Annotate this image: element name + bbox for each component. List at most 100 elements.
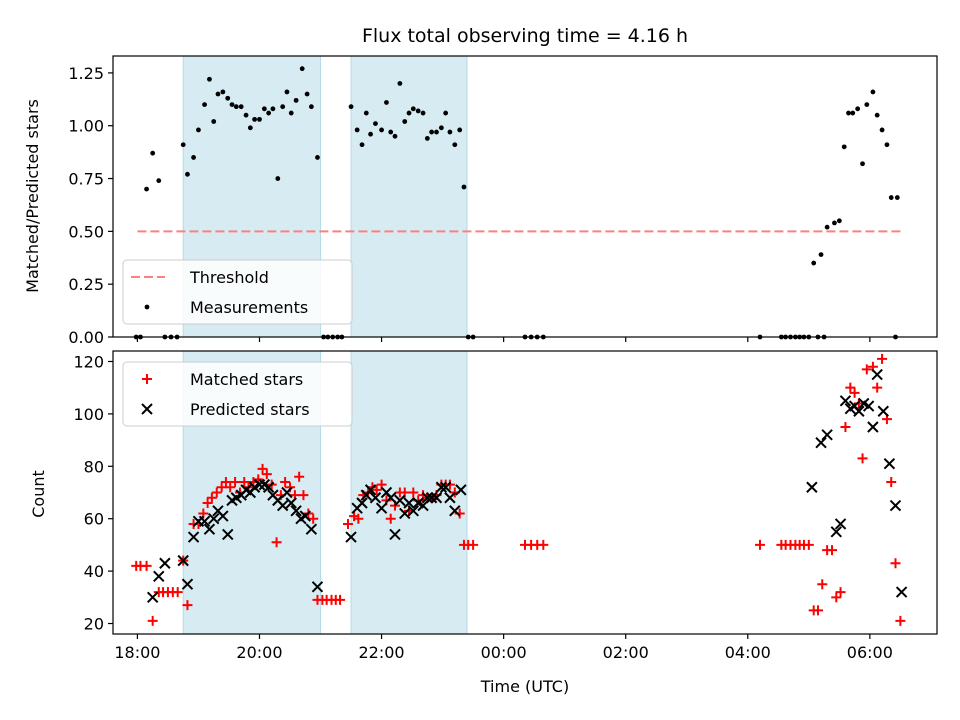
data-point-predicted bbox=[399, 507, 411, 520]
x-axis-label: Time (UTC) bbox=[480, 677, 569, 696]
data-point-predicted bbox=[444, 492, 456, 504]
data-point-measurement bbox=[850, 110, 856, 116]
data-point-matched bbox=[211, 487, 222, 498]
data-point-matched bbox=[147, 615, 158, 626]
data-point-measurement bbox=[836, 218, 842, 224]
data-point-measurement bbox=[410, 106, 416, 112]
data-point-measurement bbox=[215, 91, 221, 97]
data-point-measurement bbox=[874, 112, 880, 118]
data-point-measurement bbox=[359, 142, 365, 148]
data-point-measurement bbox=[243, 112, 249, 118]
data-point-predicted bbox=[217, 510, 229, 522]
data-point-predicted bbox=[425, 492, 438, 504]
data-point-measurement bbox=[818, 252, 824, 258]
data-point-matched bbox=[206, 492, 217, 503]
data-point-measurement bbox=[229, 102, 235, 107]
y-tick-label: 0.75 bbox=[68, 170, 104, 189]
data-point-measurement bbox=[879, 127, 885, 133]
data-point-measurement bbox=[406, 110, 412, 116]
data-point-measurement bbox=[180, 142, 186, 148]
data-point-predicted bbox=[877, 405, 889, 417]
data-point-predicted bbox=[834, 518, 847, 530]
legend-label: Predicted stars bbox=[190, 400, 310, 419]
data-point-measurement bbox=[402, 119, 408, 124]
data-point-measurement bbox=[832, 220, 837, 226]
data-point-measurement bbox=[185, 171, 190, 177]
y-tick-label: 0.50 bbox=[68, 222, 104, 241]
observing-window-span bbox=[350, 55, 468, 338]
data-point-measurement bbox=[824, 224, 830, 230]
data-point-matched bbox=[803, 539, 814, 550]
data-point-measurement bbox=[225, 95, 231, 101]
data-point-predicted bbox=[253, 478, 266, 491]
x-tick-label: 02:00 bbox=[603, 643, 649, 662]
data-point-predicted bbox=[222, 528, 234, 541]
data-point-predicted bbox=[299, 510, 311, 522]
data-point-measurement bbox=[461, 184, 467, 190]
data-point-measurement bbox=[270, 106, 276, 112]
data-point-measurement bbox=[443, 110, 449, 116]
data-point-measurement bbox=[870, 89, 876, 95]
data-point-predicted bbox=[389, 528, 401, 541]
panel-frame bbox=[112, 350, 938, 635]
data-point-predicted bbox=[449, 505, 461, 517]
data-point-matched bbox=[239, 477, 250, 488]
data-point-measurement bbox=[888, 195, 894, 200]
data-point-matched bbox=[141, 560, 152, 571]
legend-label: Matched stars bbox=[190, 370, 303, 389]
data-point-measurement bbox=[424, 135, 430, 141]
y-tick-label: 0.25 bbox=[68, 275, 104, 294]
data-point-matched bbox=[257, 463, 268, 474]
data-point-measurement bbox=[299, 66, 305, 72]
data-point-measurement bbox=[368, 131, 373, 137]
data-point-measurement bbox=[420, 110, 426, 116]
panel-frame bbox=[112, 55, 938, 338]
data-point-measurement bbox=[452, 142, 458, 148]
data-point-measurement bbox=[894, 195, 900, 200]
chart-title: Flux total observing time = 4.16 h bbox=[362, 25, 688, 47]
data-point-matched bbox=[849, 387, 860, 398]
data-point-predicted bbox=[821, 429, 833, 441]
data-point-predicted bbox=[883, 457, 896, 470]
data-point-predicted bbox=[871, 368, 883, 381]
data-point-matched bbox=[444, 479, 455, 490]
data-point-matched bbox=[895, 615, 906, 626]
data-point-measurement bbox=[196, 127, 201, 133]
data-point-predicted bbox=[203, 523, 216, 535]
data-point-matched bbox=[827, 545, 838, 556]
data-point-matched bbox=[831, 592, 842, 603]
data-point-measurement bbox=[315, 155, 320, 160]
data-point-predicted bbox=[421, 492, 434, 504]
data-point-predicted bbox=[830, 526, 842, 538]
data-point-measurement bbox=[202, 102, 207, 107]
data-point-measurement bbox=[841, 144, 847, 150]
data-point-predicted bbox=[430, 492, 443, 504]
data-point-matched bbox=[342, 518, 353, 529]
data-point-matched bbox=[817, 579, 828, 590]
data-point-predicted bbox=[455, 484, 467, 496]
data-point-measurement bbox=[233, 104, 239, 110]
y-tick-label: 120 bbox=[73, 352, 104, 371]
data-point-predicted bbox=[285, 497, 297, 509]
x-tick-label: 18:00 bbox=[114, 643, 160, 662]
legend-bottom-left: Threshold Measurements bbox=[122, 259, 353, 325]
data-point-predicted bbox=[208, 512, 220, 525]
data-point-matched bbox=[538, 539, 549, 550]
data-point-predicted bbox=[394, 494, 406, 507]
data-point-matched bbox=[872, 382, 883, 393]
data-point-matched bbox=[385, 513, 396, 524]
data-point-measurement bbox=[392, 133, 398, 139]
data-point-measurement bbox=[257, 116, 262, 122]
bottom-y-axis-label: Count bbox=[29, 470, 48, 518]
data-point-measurement bbox=[434, 129, 439, 135]
data-point-matched bbox=[853, 398, 864, 409]
data-point-predicted bbox=[435, 481, 448, 493]
data-point-measurement bbox=[304, 91, 310, 97]
y-tick-label: 20 bbox=[84, 615, 104, 634]
data-point-measurement bbox=[247, 125, 253, 131]
data-point-matched bbox=[172, 587, 183, 598]
data-point-measurement bbox=[354, 127, 360, 133]
data-point-matched bbox=[890, 558, 901, 569]
data-point-measurement bbox=[252, 116, 258, 122]
